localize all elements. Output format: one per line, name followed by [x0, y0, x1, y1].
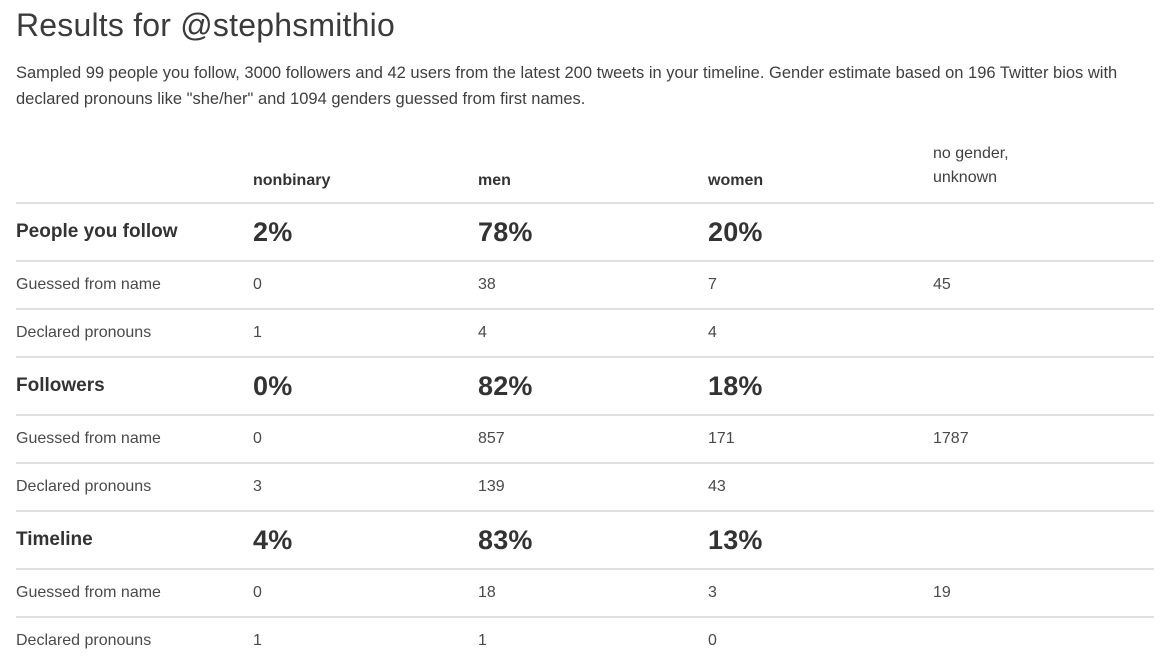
data-row-declared-pronouns: Declared pronouns 1 1 0 — [16, 617, 1154, 664]
value-men: 18 — [478, 569, 708, 618]
value-women: 171 — [708, 415, 933, 464]
value-nonbinary: 0 — [253, 569, 478, 618]
percent-no-gender — [933, 203, 1154, 262]
data-row-declared-pronouns: Declared pronouns 3 139 43 — [16, 463, 1154, 512]
value-women: 3 — [708, 569, 933, 618]
column-header-row: nonbinary men women no gender, unknown — [16, 136, 1154, 204]
value-no-gender: 19 — [933, 569, 1154, 618]
value-men: 1 — [478, 632, 487, 649]
page-title: Results for @stephsmithio — [16, 7, 395, 43]
value-nonbinary: 1 — [253, 309, 478, 358]
header-men: men — [478, 136, 708, 204]
header-empty-cell — [16, 136, 253, 204]
value-no-gender: 1787 — [933, 415, 1154, 464]
value-women: 0 — [708, 632, 717, 649]
percent-women: 20% — [708, 203, 933, 262]
row-label: Declared pronouns — [16, 463, 253, 512]
section-row-followers: Followers 0% 82% 18% — [16, 357, 1154, 416]
header-no-gender-unknown: no gender, unknown — [933, 136, 1154, 204]
gender-results-table: nonbinary men women no gender, unknown P… — [16, 136, 1154, 664]
row-label: Guessed from name — [16, 415, 253, 464]
section-label: Timeline — [16, 511, 253, 570]
value-men: 4 — [478, 309, 708, 358]
row-label: Declared pronouns — [16, 309, 253, 358]
percent-nonbinary: 0% — [253, 357, 478, 416]
value-men: 38 — [478, 261, 708, 310]
row-label: Declared pronouns — [16, 632, 152, 649]
section-label: Followers — [16, 357, 253, 416]
value-nonbinary: 1 — [253, 632, 262, 649]
value-women: 7 — [708, 261, 933, 310]
percent-men: 82% — [478, 357, 708, 416]
percent-nonbinary: 4% — [253, 511, 478, 570]
value-no-gender — [933, 463, 1154, 512]
header-nonbinary: nonbinary — [253, 136, 478, 204]
percent-men: 78% — [478, 203, 708, 262]
value-nonbinary: 0 — [253, 261, 478, 310]
value-women: 4 — [708, 309, 933, 358]
section-label: People you follow — [16, 203, 253, 262]
row-label: Guessed from name — [16, 569, 253, 618]
value-no-gender — [933, 617, 1154, 664]
value-nonbinary: 3 — [253, 463, 478, 512]
value-no-gender — [933, 309, 1154, 358]
data-row-guessed-from-name: Guessed from name 0 38 7 45 — [16, 261, 1154, 310]
value-men: 857 — [478, 415, 708, 464]
value-no-gender: 45 — [933, 261, 1154, 310]
percent-men: 83% — [478, 511, 708, 570]
section-row-timeline: Timeline 4% 83% 13% — [16, 511, 1154, 570]
percent-nonbinary: 2% — [253, 203, 478, 262]
header-women: women — [708, 136, 933, 204]
percent-no-gender — [933, 357, 1154, 416]
data-row-guessed-from-name: Guessed from name 0 18 3 19 — [16, 569, 1154, 618]
row-label: Guessed from name — [16, 261, 253, 310]
value-women: 43 — [708, 463, 933, 512]
section-row-people-you-follow: People you follow 2% 78% 20% — [16, 203, 1154, 262]
percent-women: 18% — [708, 357, 933, 416]
percent-no-gender — [933, 511, 1154, 570]
percent-women: 13% — [708, 511, 933, 570]
data-row-declared-pronouns: Declared pronouns 1 4 4 — [16, 309, 1154, 358]
value-men: 139 — [478, 463, 708, 512]
value-nonbinary: 0 — [253, 415, 478, 464]
sample-summary-text: Sampled 99 people you follow, 3000 follo… — [16, 64, 1118, 108]
data-row-guessed-from-name: Guessed from name 0 857 171 1787 — [16, 415, 1154, 464]
